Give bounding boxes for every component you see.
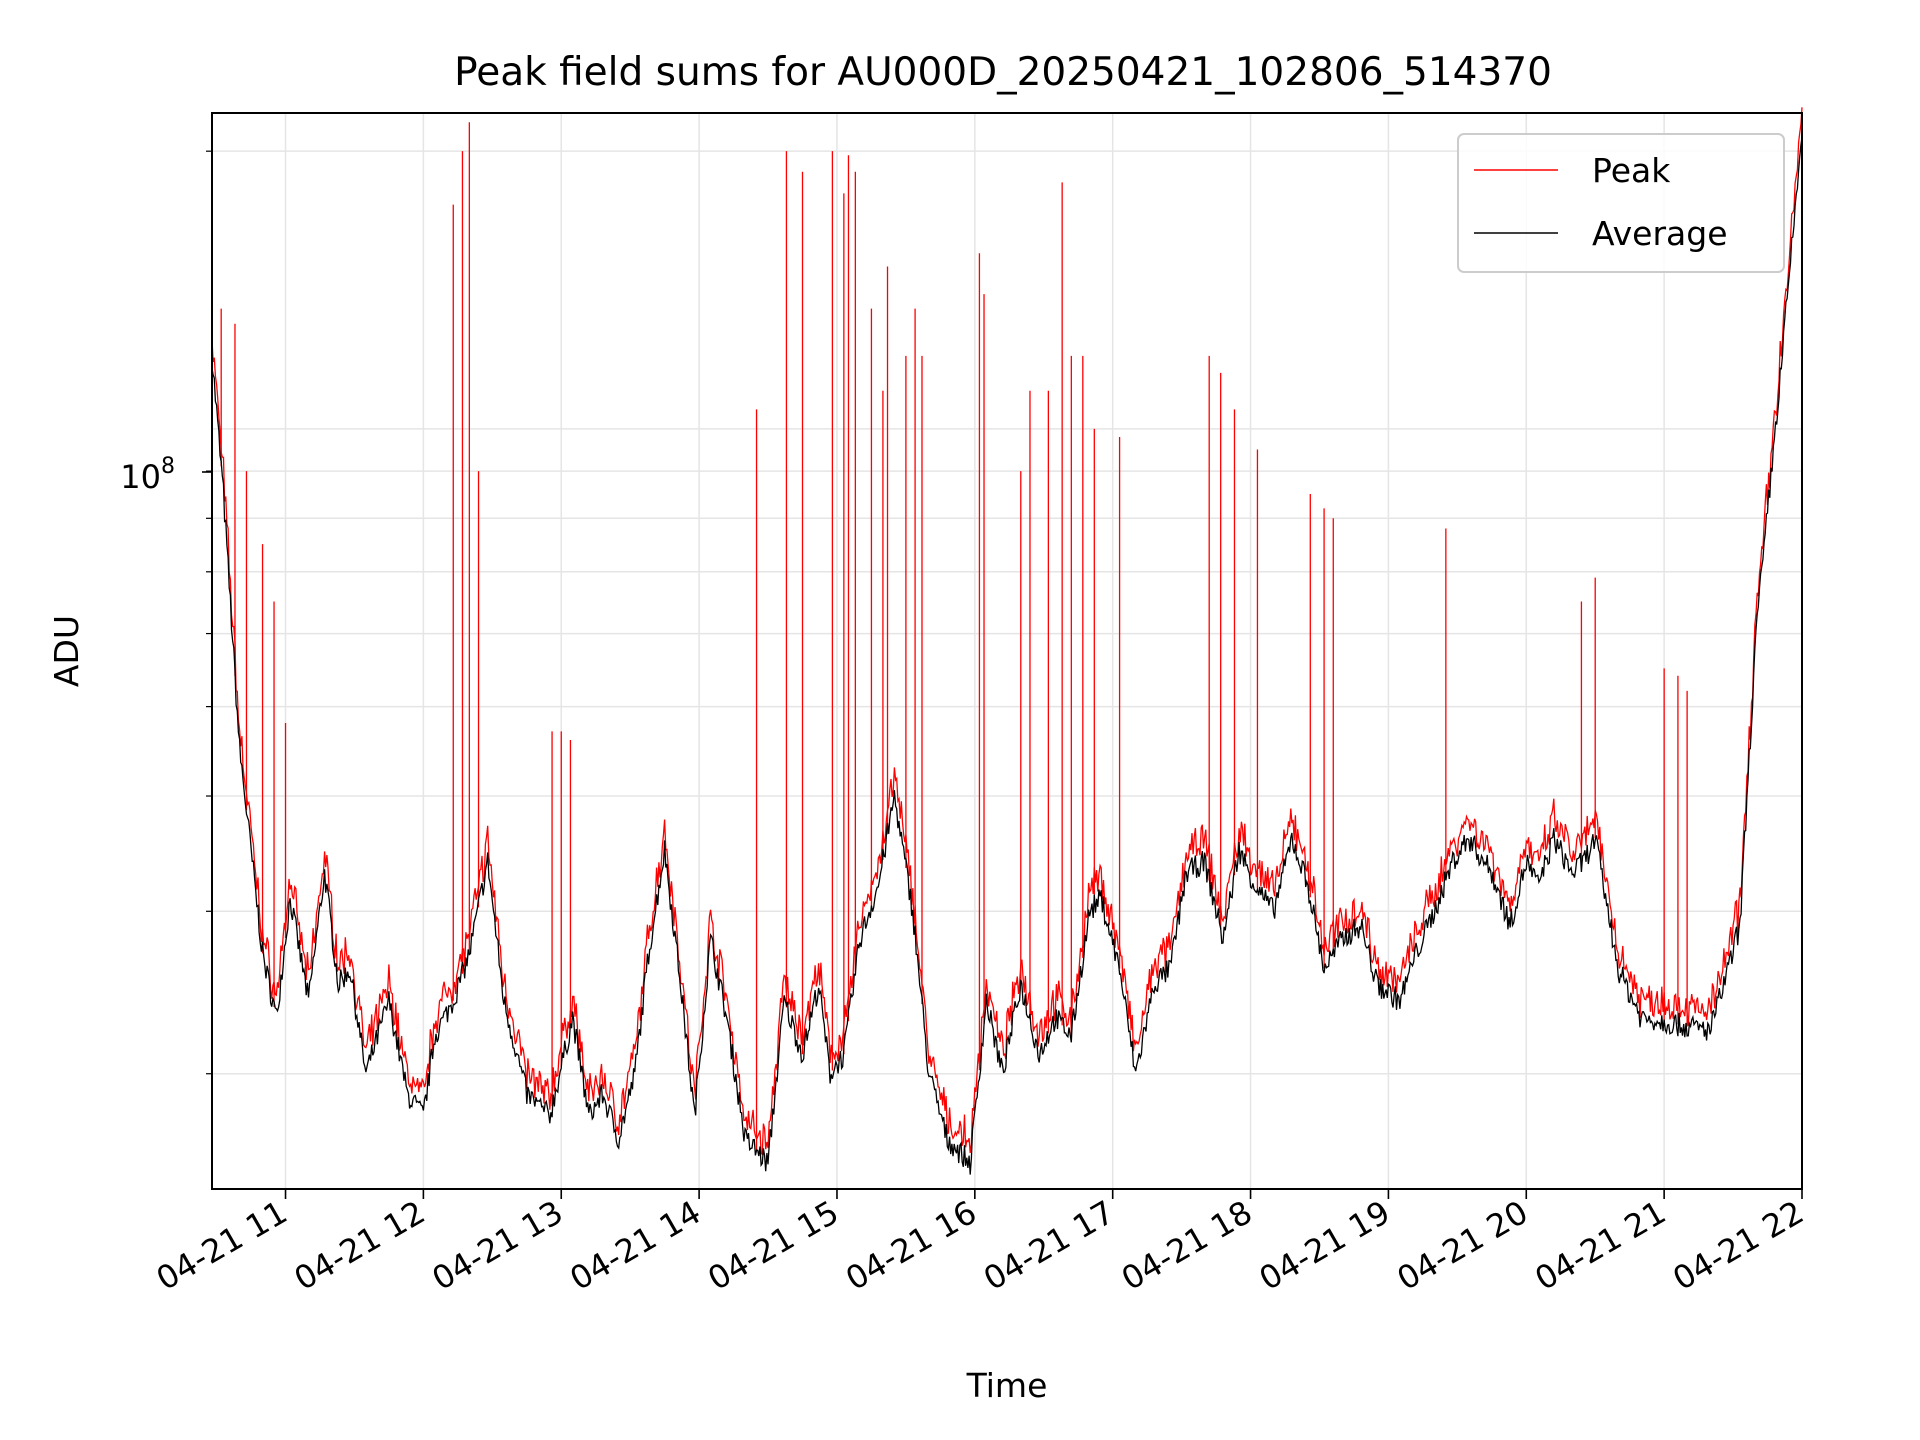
y-axis-label: ADU bbox=[47, 615, 86, 687]
average-line bbox=[211, 136, 1803, 1175]
legend-box bbox=[1457, 133, 1785, 273]
legend-average-label: Average bbox=[1592, 214, 1728, 253]
peak-line bbox=[211, 107, 1803, 1156]
y-tick-label: 108 bbox=[120, 454, 175, 496]
legend: Peak Average bbox=[1457, 133, 1785, 273]
x-axis-label: Time bbox=[966, 1366, 1048, 1405]
chart-title: Peak field sums for AU000D_20250421_1028… bbox=[454, 50, 1552, 95]
legend-peak-label: Peak bbox=[1592, 151, 1671, 190]
peak-series bbox=[211, 107, 1803, 1156]
y-axis-ticks: 108 bbox=[120, 150, 212, 1075]
plot-frame bbox=[211, 112, 1803, 1190]
average-series bbox=[211, 136, 1803, 1175]
